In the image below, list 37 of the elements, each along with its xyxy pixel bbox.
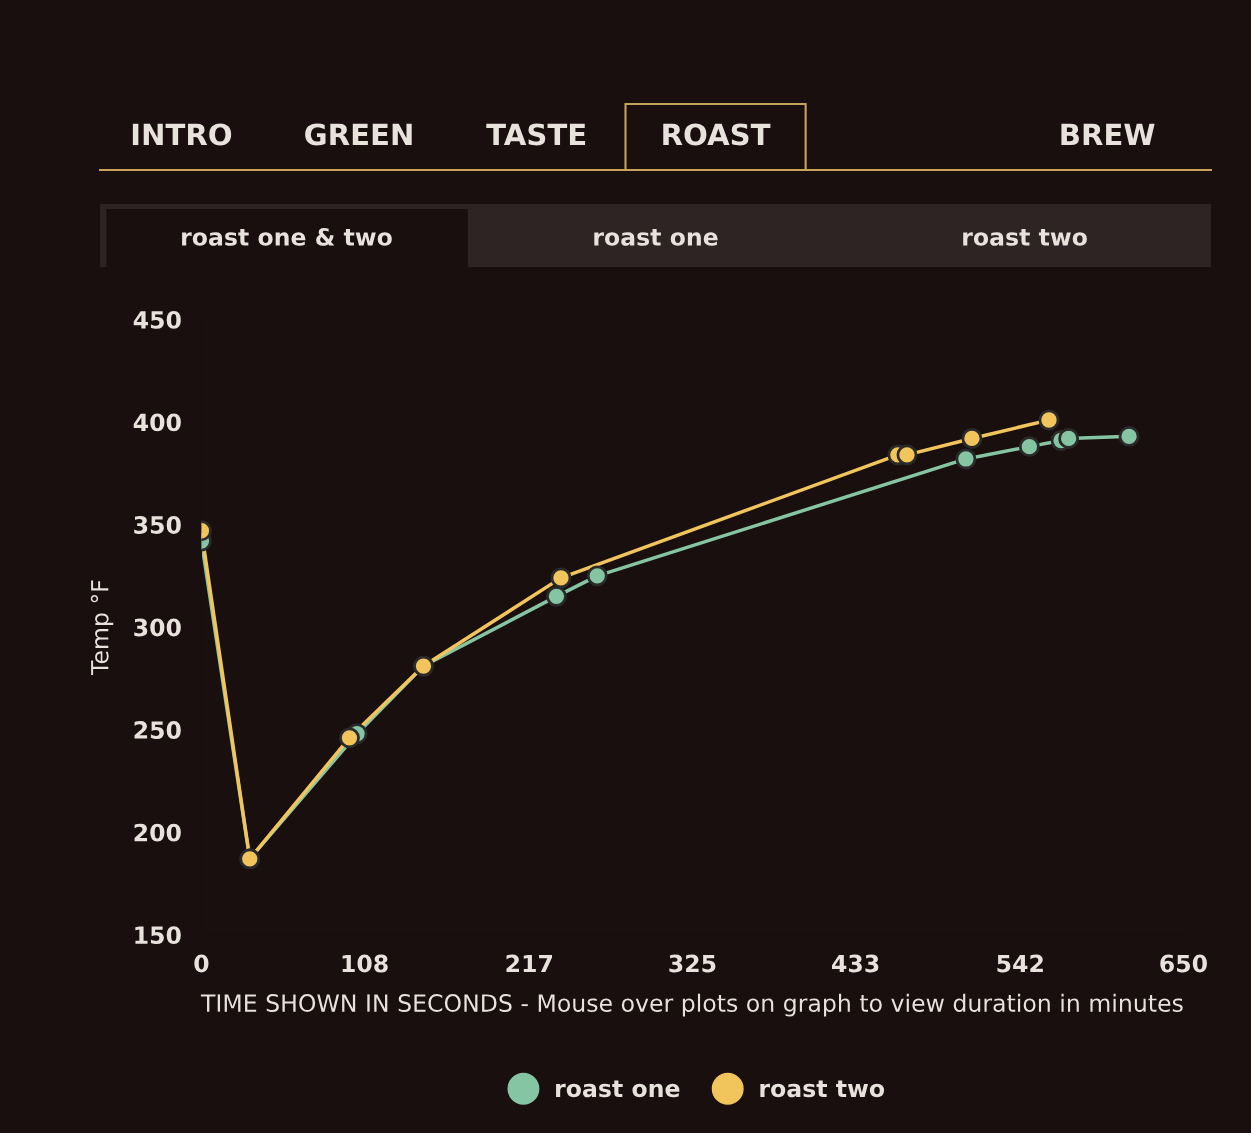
y-tick-label: 150	[135, 926, 181, 945]
point	[586, 565, 608, 587]
text: ROAST	[663, 123, 771, 146]
point	[1058, 428, 1080, 449]
x-tick-label: 433	[832, 954, 879, 973]
legend-label: roast one	[556, 1080, 680, 1098]
x-tick-label: 108	[342, 954, 388, 973]
text: TASTE	[486, 123, 586, 146]
y-tick-label: 400	[133, 413, 181, 432]
y-axis-title: Temp °F	[90, 580, 114, 676]
text: INTRO	[132, 123, 232, 146]
y-tick-label: 200	[134, 823, 181, 842]
text: roast one & two	[182, 227, 392, 246]
point	[550, 567, 572, 589]
y-tick-label: 250	[134, 721, 181, 739]
y-tick-label: 350	[134, 516, 181, 534]
y-tick-label: 300	[134, 618, 181, 637]
x-tick-label: 650	[1160, 954, 1207, 973]
text: roast one	[594, 228, 718, 246]
point	[546, 585, 567, 607]
x-axis-title: TIME SHOWN IN SECONDS - Mouse over plots on graph to view duration in minutes	[200, 993, 1183, 1017]
point	[955, 448, 977, 470]
point	[1018, 436, 1040, 458]
x-tick-label: 0	[194, 954, 209, 973]
text: roast two	[963, 228, 1087, 246]
point	[896, 444, 918, 466]
x-tick-label: 325	[669, 954, 716, 973]
legend-label: roast two	[760, 1080, 885, 1098]
point	[339, 727, 360, 749]
text: BREW	[1061, 123, 1155, 146]
point	[1118, 425, 1140, 447]
y-tick-label: 450	[133, 310, 181, 329]
point	[961, 428, 983, 449]
x-tick-label: 217	[506, 954, 553, 973]
text: GREEN	[305, 123, 412, 146]
point	[1038, 409, 1060, 431]
x-tick-label: 542	[997, 954, 1043, 973]
